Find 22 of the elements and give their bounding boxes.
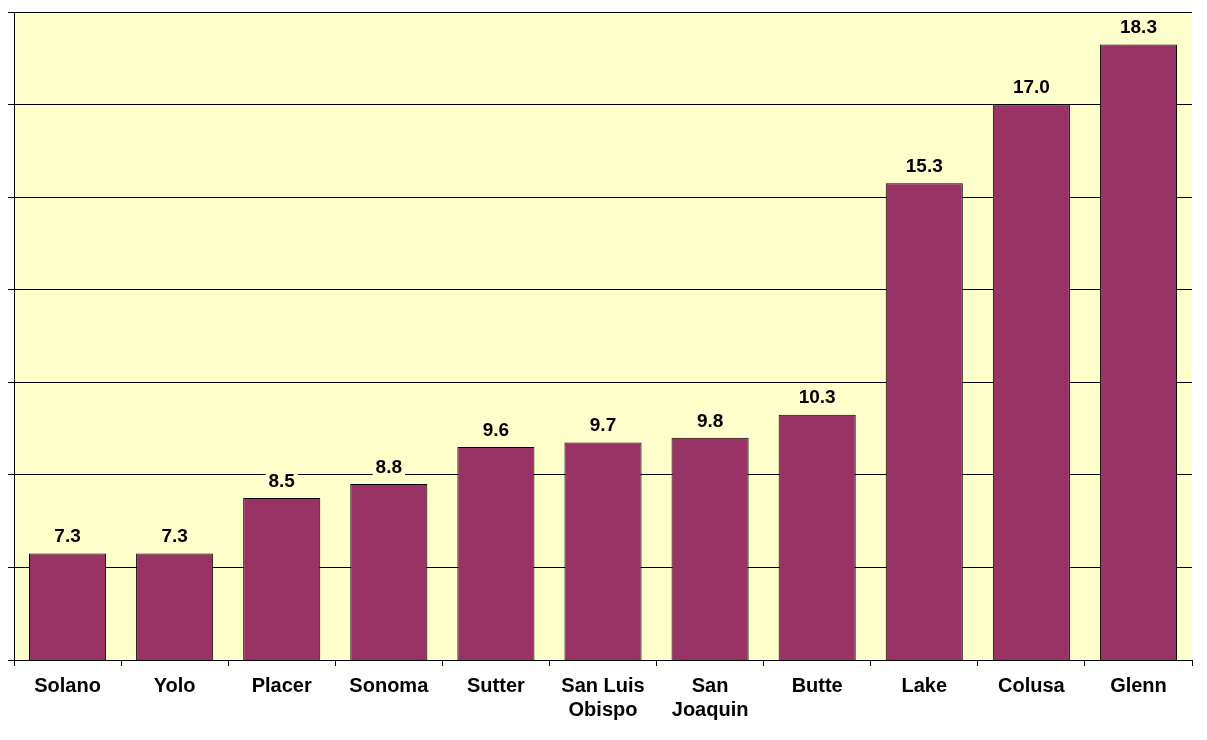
data-label: 17.0 bbox=[1012, 76, 1050, 98]
x-tick-label: Sutter bbox=[467, 673, 526, 696]
data-label: 7.3 bbox=[54, 525, 81, 547]
data-label: 15.3 bbox=[905, 154, 943, 176]
x-tick-label: Glenn bbox=[1110, 673, 1167, 696]
x-tick-label: Colusa bbox=[998, 673, 1066, 696]
data-label: 18.3 bbox=[1119, 16, 1157, 38]
x-tick-label: Placer bbox=[251, 673, 312, 696]
data-label: 10.3 bbox=[798, 386, 836, 408]
x-tick-label: Solano bbox=[34, 673, 101, 696]
x-tick-label: Yolo bbox=[153, 673, 196, 696]
data-label: 7.3 bbox=[161, 525, 188, 547]
x-tick-label: San Joaquin bbox=[671, 673, 749, 720]
data-label: 8.5 bbox=[268, 469, 296, 491]
data-label: 8.8 bbox=[375, 455, 403, 477]
x-tick-label: Butte bbox=[791, 673, 843, 696]
data-label: 9.6 bbox=[482, 418, 510, 440]
x-tick-label: San Luis Obispo bbox=[561, 673, 645, 720]
data-label: 9.7 bbox=[589, 414, 617, 436]
x-tick-label: Lake bbox=[901, 673, 948, 696]
x-tick-label: Sonoma bbox=[349, 673, 430, 696]
data-label: 9.8 bbox=[696, 409, 724, 431]
